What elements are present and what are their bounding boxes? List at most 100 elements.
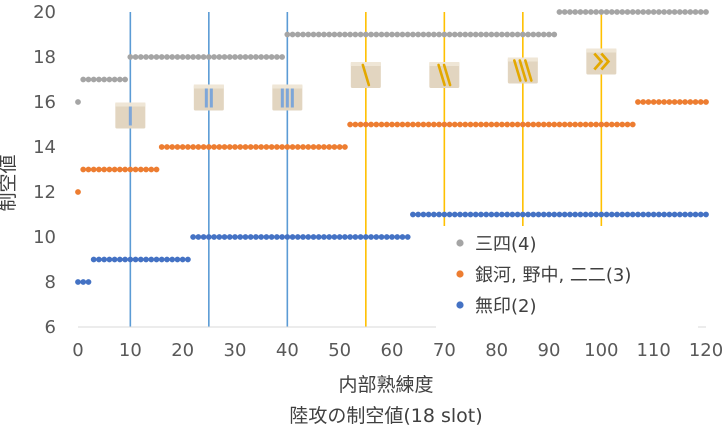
data-point — [561, 9, 568, 15]
data-point — [237, 54, 244, 60]
data-point — [90, 76, 97, 83]
data-point — [383, 234, 390, 240]
data-point — [158, 54, 165, 60]
data-point — [132, 256, 139, 263]
data-point — [441, 211, 448, 218]
data-point — [635, 211, 641, 218]
data-point — [682, 99, 688, 105]
data-point — [362, 234, 369, 240]
data-point — [368, 234, 374, 240]
data-point — [687, 9, 694, 15]
data-point — [546, 31, 552, 38]
legend-label-series-2: 無印(2) — [475, 296, 537, 317]
data-point — [499, 211, 505, 218]
data-point — [430, 211, 437, 218]
data-point — [75, 99, 81, 105]
data-point — [336, 31, 343, 38]
data-point — [457, 121, 463, 128]
data-point — [509, 31, 516, 38]
data-point — [305, 234, 312, 240]
data-point — [692, 99, 699, 105]
data-point — [258, 144, 265, 150]
data-point — [441, 31, 448, 38]
data-point — [174, 54, 181, 60]
data-point — [122, 76, 128, 83]
data-point — [205, 144, 212, 150]
data-point — [101, 76, 108, 83]
data-point — [650, 99, 657, 105]
data-point — [603, 121, 610, 128]
data-point — [342, 31, 348, 38]
data-point — [253, 54, 259, 60]
data-point — [247, 144, 254, 150]
data-point — [96, 256, 102, 263]
data-point — [158, 144, 165, 150]
data-point — [410, 211, 416, 218]
data-point — [598, 9, 605, 15]
data-point — [525, 211, 531, 218]
data-point — [514, 211, 521, 218]
data-point — [164, 54, 170, 60]
y-tick-labels: 6 8 10 12 14 16 18 20 — [33, 2, 56, 338]
data-point — [195, 54, 202, 60]
chart-title: 陸攻の制空値(18 slot) — [289, 405, 482, 427]
series-0 — [75, 9, 709, 105]
y-tick-label: 20 — [33, 2, 56, 23]
data-point — [540, 121, 547, 128]
data-point — [143, 256, 149, 263]
data-point — [232, 144, 238, 150]
y-tick-label: 10 — [33, 227, 56, 248]
data-point — [357, 234, 364, 240]
data-point — [205, 54, 212, 60]
data-point — [394, 121, 401, 128]
data-point — [174, 144, 181, 150]
data-point — [483, 121, 490, 128]
data-point — [635, 99, 641, 105]
data-point — [567, 9, 573, 15]
data-point — [111, 256, 118, 263]
series-1 — [75, 99, 709, 195]
data-point — [645, 9, 652, 15]
data-point — [132, 54, 139, 60]
data-point — [577, 211, 584, 218]
series-2 — [75, 211, 709, 285]
data-point — [226, 234, 233, 240]
data-point — [420, 211, 427, 218]
data-point — [488, 211, 495, 218]
data-point — [153, 166, 160, 173]
data-point — [530, 31, 537, 38]
data-point — [587, 211, 594, 218]
data-point — [499, 121, 505, 128]
data-point — [106, 76, 113, 83]
data-point — [242, 54, 249, 60]
data-point — [425, 31, 432, 38]
data-point — [410, 121, 416, 128]
x-tick-label: 30 — [224, 340, 247, 361]
data-point — [572, 9, 579, 15]
data-point — [629, 121, 636, 128]
data-point — [258, 54, 265, 60]
data-point — [488, 31, 495, 38]
x-tick-label: 110 — [636, 340, 670, 361]
data-point — [666, 99, 673, 105]
data-point — [326, 31, 333, 38]
data-point — [300, 234, 306, 240]
y-tick-label: 8 — [45, 272, 56, 293]
data-point — [216, 144, 223, 150]
data-point — [692, 9, 699, 15]
data-point — [608, 211, 615, 218]
data-point — [546, 211, 552, 218]
data-point — [127, 256, 134, 263]
data-point — [404, 121, 411, 128]
data-point — [598, 211, 605, 218]
data-point — [357, 31, 364, 38]
data-point — [289, 144, 296, 150]
y-tick-label: 6 — [45, 317, 56, 338]
data-point — [687, 211, 694, 218]
data-point — [446, 121, 453, 128]
data-point — [509, 121, 516, 128]
data-point — [462, 121, 469, 128]
data-point — [666, 211, 673, 218]
data-point — [357, 121, 364, 128]
data-point — [467, 211, 474, 218]
